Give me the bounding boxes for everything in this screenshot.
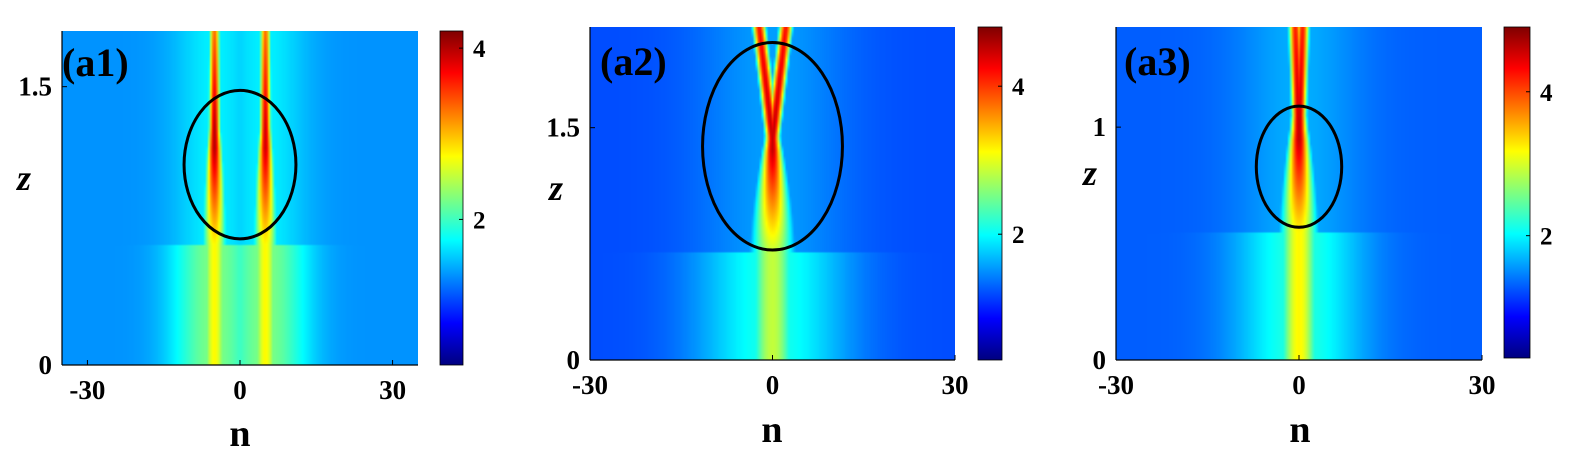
ellipse-annotation <box>1254 104 1344 229</box>
x-tick-label: -30 <box>1098 370 1134 400</box>
y-axis-label: z <box>1081 153 1097 193</box>
colorbar-tick-label: 2 <box>1012 222 1025 249</box>
x-tick-label: 30 <box>379 375 406 405</box>
colorbar <box>1503 26 1531 359</box>
x-tick-label: 0 <box>766 370 780 400</box>
y-tick-label: 1.5 <box>18 72 52 102</box>
x-tick-label: -30 <box>69 375 105 405</box>
panel-1: -30 0 30 0 1.5 (a1) n z 2 4 <box>15 30 486 455</box>
x-axis-label: n <box>1289 409 1310 451</box>
panel-label: (a1) <box>62 40 129 85</box>
heatmap-image <box>1116 27 1482 360</box>
x-axis-label: n <box>229 413 250 455</box>
colorbar <box>977 26 1003 361</box>
colorbar <box>439 30 464 366</box>
x-tick-label: 30 <box>1469 370 1496 400</box>
y-tick-label: 0 <box>567 345 581 375</box>
y-axis-label: z <box>547 168 563 208</box>
y-tick-label: 0 <box>1093 345 1107 375</box>
panel-label: (a3) <box>1124 39 1191 84</box>
heatmap-image <box>62 31 418 365</box>
y-axis-label: z <box>15 158 31 198</box>
y-tick-label: 1.5 <box>546 113 580 143</box>
y-tick-label: 1 <box>1093 112 1107 142</box>
colorbar-tick-label: 2 <box>473 207 486 234</box>
ellipse-annotation <box>701 40 844 252</box>
colorbar-tick-label: 4 <box>473 36 486 63</box>
heatmap-image <box>590 27 955 360</box>
panel-label: (a2) <box>600 39 667 84</box>
ellipse-annotation <box>182 88 298 241</box>
colorbar-tick-label: 4 <box>1540 80 1553 107</box>
x-tick-label: 30 <box>942 370 969 400</box>
y-tick-label: 0 <box>39 350 53 380</box>
colorbar-tick-label: 2 <box>1540 224 1553 251</box>
colorbar-tick-label: 4 <box>1012 74 1025 101</box>
x-tick-label: -30 <box>572 370 608 400</box>
x-axis-label: n <box>761 409 782 451</box>
x-tick-label: 0 <box>233 375 247 405</box>
x-tick-label: 0 <box>1292 370 1306 400</box>
